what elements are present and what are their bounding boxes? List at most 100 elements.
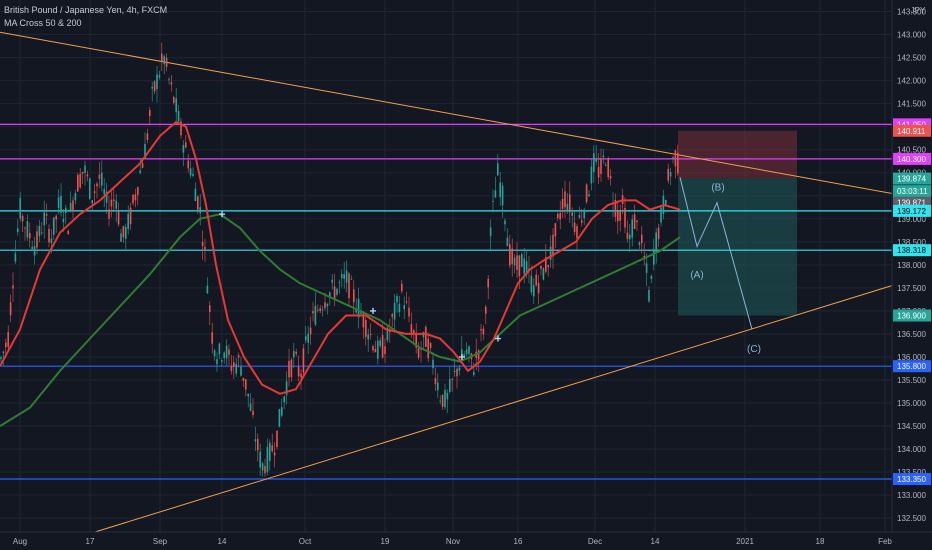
candle-body: [86, 174, 89, 177]
candle-body: [434, 378, 437, 385]
candle-body: [672, 157, 674, 159]
candle-body: [33, 246, 36, 256]
candle-body: [204, 246, 206, 250]
ma-cross-marker: [495, 335, 501, 342]
ma50-line: [0, 120, 681, 395]
candle-body: [367, 334, 369, 340]
ma-cross-marker: [459, 353, 465, 360]
candle-body: [19, 197, 21, 219]
candle-body: [533, 285, 535, 297]
wave-label: (C): [747, 344, 761, 355]
indicator-title[interactable]: MA Cross 50 & 200: [4, 18, 82, 28]
price-tick-label: 136.000: [897, 353, 926, 362]
candle-body: [60, 195, 62, 213]
price-label-bg: [893, 309, 931, 322]
candle-body: [38, 226, 41, 237]
candle-body: [326, 304, 329, 307]
candle-body: [271, 445, 273, 452]
candle-body: [333, 286, 336, 299]
candle-body: [552, 234, 554, 257]
symbol-title[interactable]: British Pound / Japanese Yen, 4h, FXCM: [4, 5, 168, 15]
candle-body: [619, 211, 621, 221]
candle-body: [14, 253, 17, 262]
price-label: 140.911: [897, 127, 926, 136]
time-axis[interactable]: Aug 17 Sep 14 Oct 19 Nov 16 Dec 14 2021 18 Feb: [0, 531, 932, 550]
price-tick-label: 136.500: [897, 330, 926, 339]
candle-body: [590, 166, 593, 184]
candle-body: [91, 200, 93, 204]
candle-body: [17, 228, 19, 232]
candle-body: [451, 378, 453, 380]
candle-body: [319, 308, 321, 312]
candle-body: [53, 217, 55, 235]
candle-body: [324, 302, 326, 309]
candle-body: [89, 178, 91, 199]
price-label-bg: [893, 244, 931, 257]
candle-body: [151, 86, 153, 89]
descending-trendline: [0, 31, 893, 194]
candle-body: [648, 289, 650, 302]
candle-body: [331, 279, 333, 283]
candle-body: [115, 200, 117, 209]
candle-body: [521, 254, 523, 267]
ma-cross-marker: [370, 307, 376, 314]
candle-body: [293, 351, 295, 358]
candle-body: [523, 258, 525, 274]
candle-body: [595, 158, 597, 162]
candle-body: [573, 222, 576, 232]
candle-body: [235, 363, 237, 374]
candle-body: [264, 465, 266, 474]
price-tick-label: 142.500: [897, 54, 926, 63]
candle-body: [513, 257, 516, 266]
price-tick-label: 138.000: [897, 261, 926, 270]
candle-body: [345, 270, 348, 283]
candle-body: [295, 351, 297, 354]
candle-body: [117, 211, 120, 225]
candle-body: [655, 232, 657, 253]
candle-body: [602, 155, 605, 158]
candle-body: [535, 274, 537, 286]
candle-body: [633, 214, 636, 229]
candle-body: [456, 368, 458, 377]
candle-body: [384, 346, 386, 355]
candle-body: [413, 330, 415, 335]
candle-body: [583, 209, 585, 218]
candle-body: [139, 170, 141, 173]
price-label-bg: [893, 360, 931, 373]
candle-body: [281, 407, 283, 416]
candle-body: [439, 400, 441, 402]
price-tick-label: 138.500: [897, 238, 926, 247]
candle-body: [65, 207, 67, 213]
price-tick-label: 135.500: [897, 376, 926, 385]
ascending-trendline: [94, 285, 893, 533]
candle-body: [530, 275, 533, 293]
candle-body: [463, 354, 465, 358]
candle-body: [29, 233, 31, 239]
candle-body: [173, 97, 175, 103]
candle-body: [643, 255, 645, 258]
time-tick-label: 19: [381, 537, 390, 546]
candle-body: [564, 191, 566, 208]
candle-body: [365, 319, 367, 337]
candle-body: [134, 194, 137, 201]
candle-body: [549, 246, 552, 261]
candle-body: [398, 303, 401, 313]
price-tick-label: 137.500: [897, 284, 926, 293]
candle-body: [537, 282, 540, 294]
candle-body: [607, 158, 609, 178]
candle-body: [158, 75, 161, 78]
candle-body: [283, 396, 285, 403]
price-tick-label: 143.000: [897, 31, 926, 40]
candle-body: [540, 266, 542, 269]
candle-body: [273, 452, 276, 456]
time-tick-label: Nov: [446, 537, 460, 546]
candle-body: [336, 288, 338, 295]
candle-body: [506, 237, 509, 247]
candle-body: [468, 346, 470, 354]
candle-body: [650, 275, 653, 279]
candle-body: [221, 360, 223, 362]
candle-body: [636, 220, 638, 223]
candle-body: [98, 174, 101, 179]
